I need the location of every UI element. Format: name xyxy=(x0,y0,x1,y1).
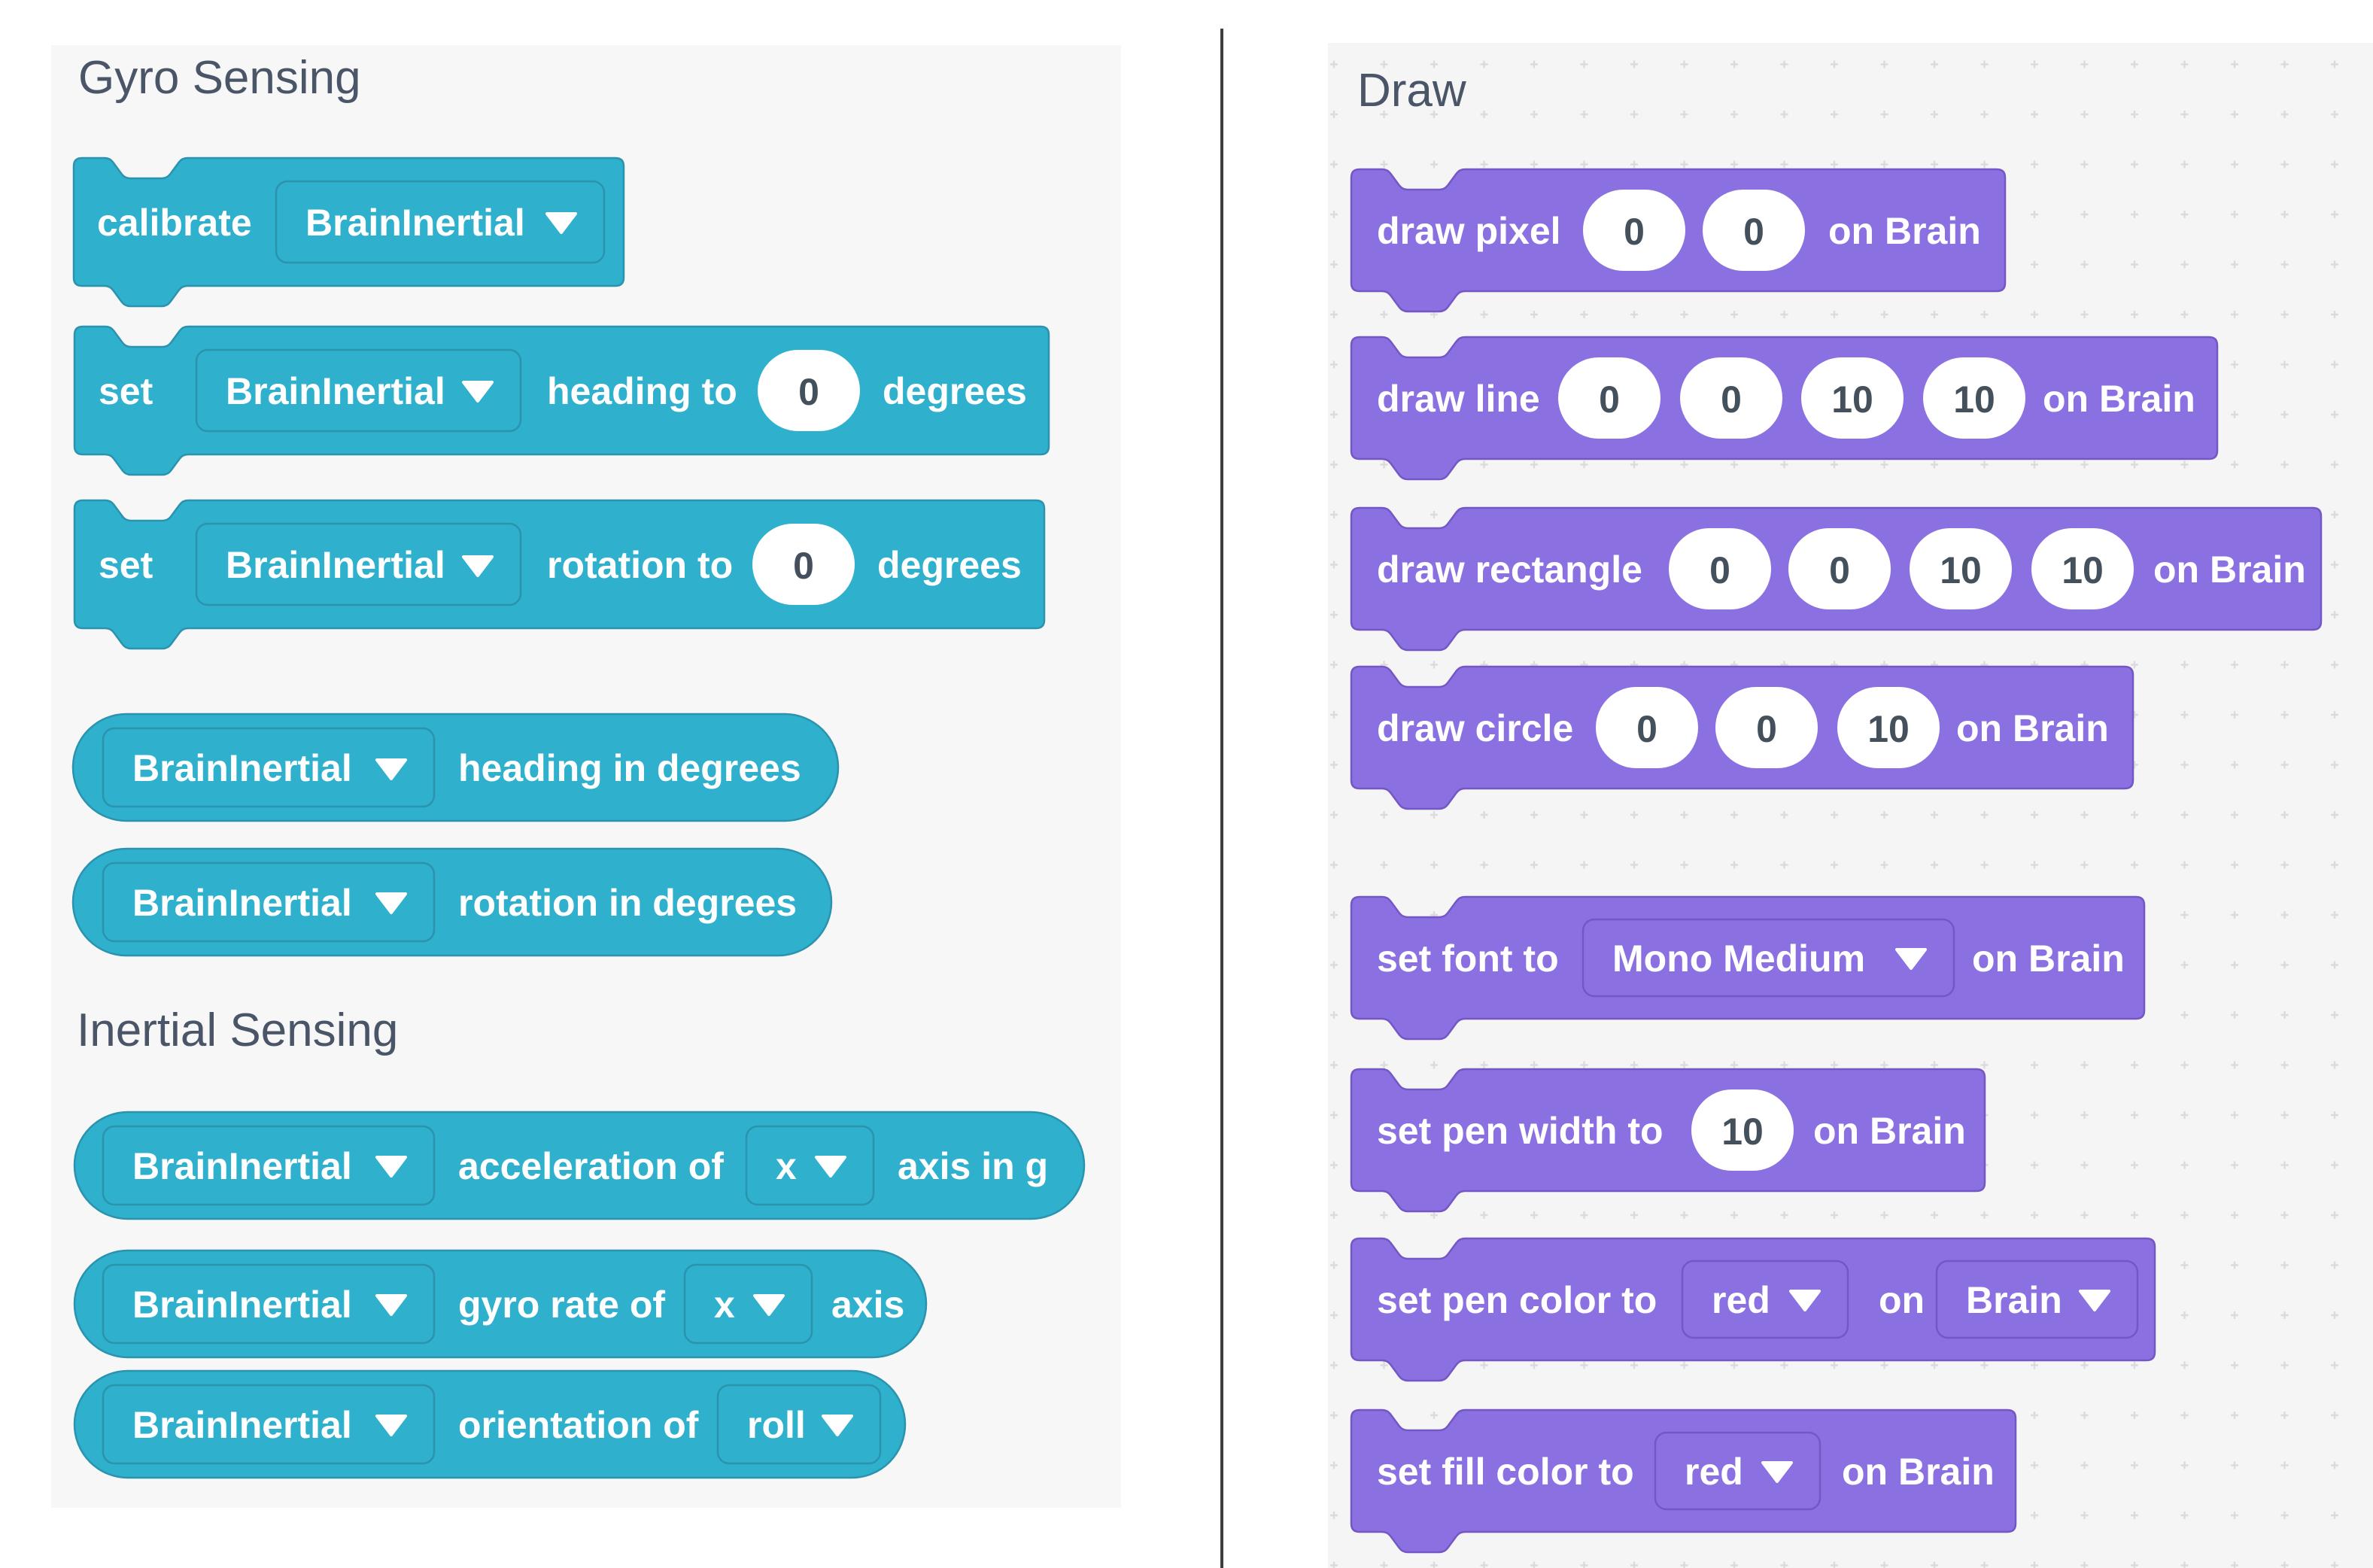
svg-text:roll: roll xyxy=(747,1404,806,1446)
svg-text:set fill color to: set fill color to xyxy=(1377,1451,1634,1493)
svg-text:BrainInertial: BrainInertial xyxy=(132,1404,352,1446)
svg-text:on Brain: on Brain xyxy=(2043,378,2195,420)
svg-text:rotation to: rotation to xyxy=(547,544,733,586)
svg-text:0: 0 xyxy=(798,371,819,413)
svg-text:heading to: heading to xyxy=(547,370,737,412)
svg-text:degrees: degrees xyxy=(883,370,1027,412)
svg-text:calibrate: calibrate xyxy=(97,202,252,244)
svg-text:axis: axis xyxy=(831,1284,904,1326)
svg-text:BrainInertial: BrainInertial xyxy=(305,202,525,244)
svg-text:Brain: Brain xyxy=(1966,1279,2062,1321)
svg-text:10: 10 xyxy=(1867,708,1910,750)
svg-text:axis in g: axis in g xyxy=(898,1145,1048,1187)
svg-text:on Brain: on Brain xyxy=(1813,1110,1966,1152)
svg-text:10: 10 xyxy=(1721,1111,1764,1153)
svg-text:0: 0 xyxy=(1636,708,1657,750)
svg-text:draw pixel: draw pixel xyxy=(1377,210,1561,252)
svg-text:acceleration of: acceleration of xyxy=(458,1145,724,1187)
svg-text:BrainInertial: BrainInertial xyxy=(132,747,352,789)
svg-text:red: red xyxy=(1685,1451,1743,1493)
svg-text:on Brain: on Brain xyxy=(2153,548,2306,591)
svg-text:0: 0 xyxy=(1756,708,1777,750)
svg-text:set: set xyxy=(99,544,153,586)
svg-text:set pen width to: set pen width to xyxy=(1377,1110,1664,1152)
svg-text:degrees: degrees xyxy=(877,544,1022,586)
svg-text:heading in degrees: heading in degrees xyxy=(458,747,801,789)
svg-text:Inertial Sensing: Inertial Sensing xyxy=(77,1004,398,1056)
svg-text:10: 10 xyxy=(1940,549,1982,591)
svg-text:10: 10 xyxy=(1953,378,1995,421)
svg-text:0: 0 xyxy=(793,545,814,587)
svg-text:rotation in degrees: rotation in degrees xyxy=(458,882,797,924)
svg-text:BrainInertial: BrainInertial xyxy=(132,1284,352,1326)
svg-text:10: 10 xyxy=(2062,549,2104,591)
svg-text:10: 10 xyxy=(1831,378,1873,421)
svg-text:on: on xyxy=(1879,1279,1925,1321)
svg-text:draw rectangle: draw rectangle xyxy=(1377,548,1642,591)
svg-text:BrainInertial: BrainInertial xyxy=(132,882,352,924)
svg-text:draw line: draw line xyxy=(1377,378,1540,420)
svg-text:BrainInertial: BrainInertial xyxy=(226,544,445,586)
svg-text:0: 0 xyxy=(1709,549,1730,591)
svg-text:Draw: Draw xyxy=(1357,65,1466,117)
svg-text:Mono Medium: Mono Medium xyxy=(1612,937,1865,980)
svg-text:on Brain: on Brain xyxy=(1842,1451,1995,1493)
svg-text:0: 0 xyxy=(1829,549,1850,591)
svg-text:x: x xyxy=(776,1145,797,1187)
svg-text:0: 0 xyxy=(1721,378,1742,421)
svg-text:gyro rate of: gyro rate of xyxy=(458,1284,665,1326)
svg-text:BrainInertial: BrainInertial xyxy=(132,1145,352,1187)
svg-text:set font to: set font to xyxy=(1377,937,1559,980)
svg-text:0: 0 xyxy=(1599,378,1620,421)
svg-text:on Brain: on Brain xyxy=(1828,210,1981,252)
svg-text:red: red xyxy=(1712,1279,1770,1321)
svg-text:0: 0 xyxy=(1624,211,1645,253)
svg-text:0: 0 xyxy=(1743,211,1764,253)
svg-text:on Brain: on Brain xyxy=(1956,707,2109,749)
svg-text:x: x xyxy=(714,1284,735,1326)
svg-text:draw circle: draw circle xyxy=(1377,707,1573,749)
svg-text:BrainInertial: BrainInertial xyxy=(226,370,445,412)
svg-text:set pen color to: set pen color to xyxy=(1377,1279,1657,1321)
svg-text:on Brain: on Brain xyxy=(1972,937,2125,980)
svg-text:set: set xyxy=(99,370,153,412)
svg-text:Gyro Sensing: Gyro Sensing xyxy=(78,52,361,104)
svg-text:orientation of: orientation of xyxy=(458,1404,699,1446)
